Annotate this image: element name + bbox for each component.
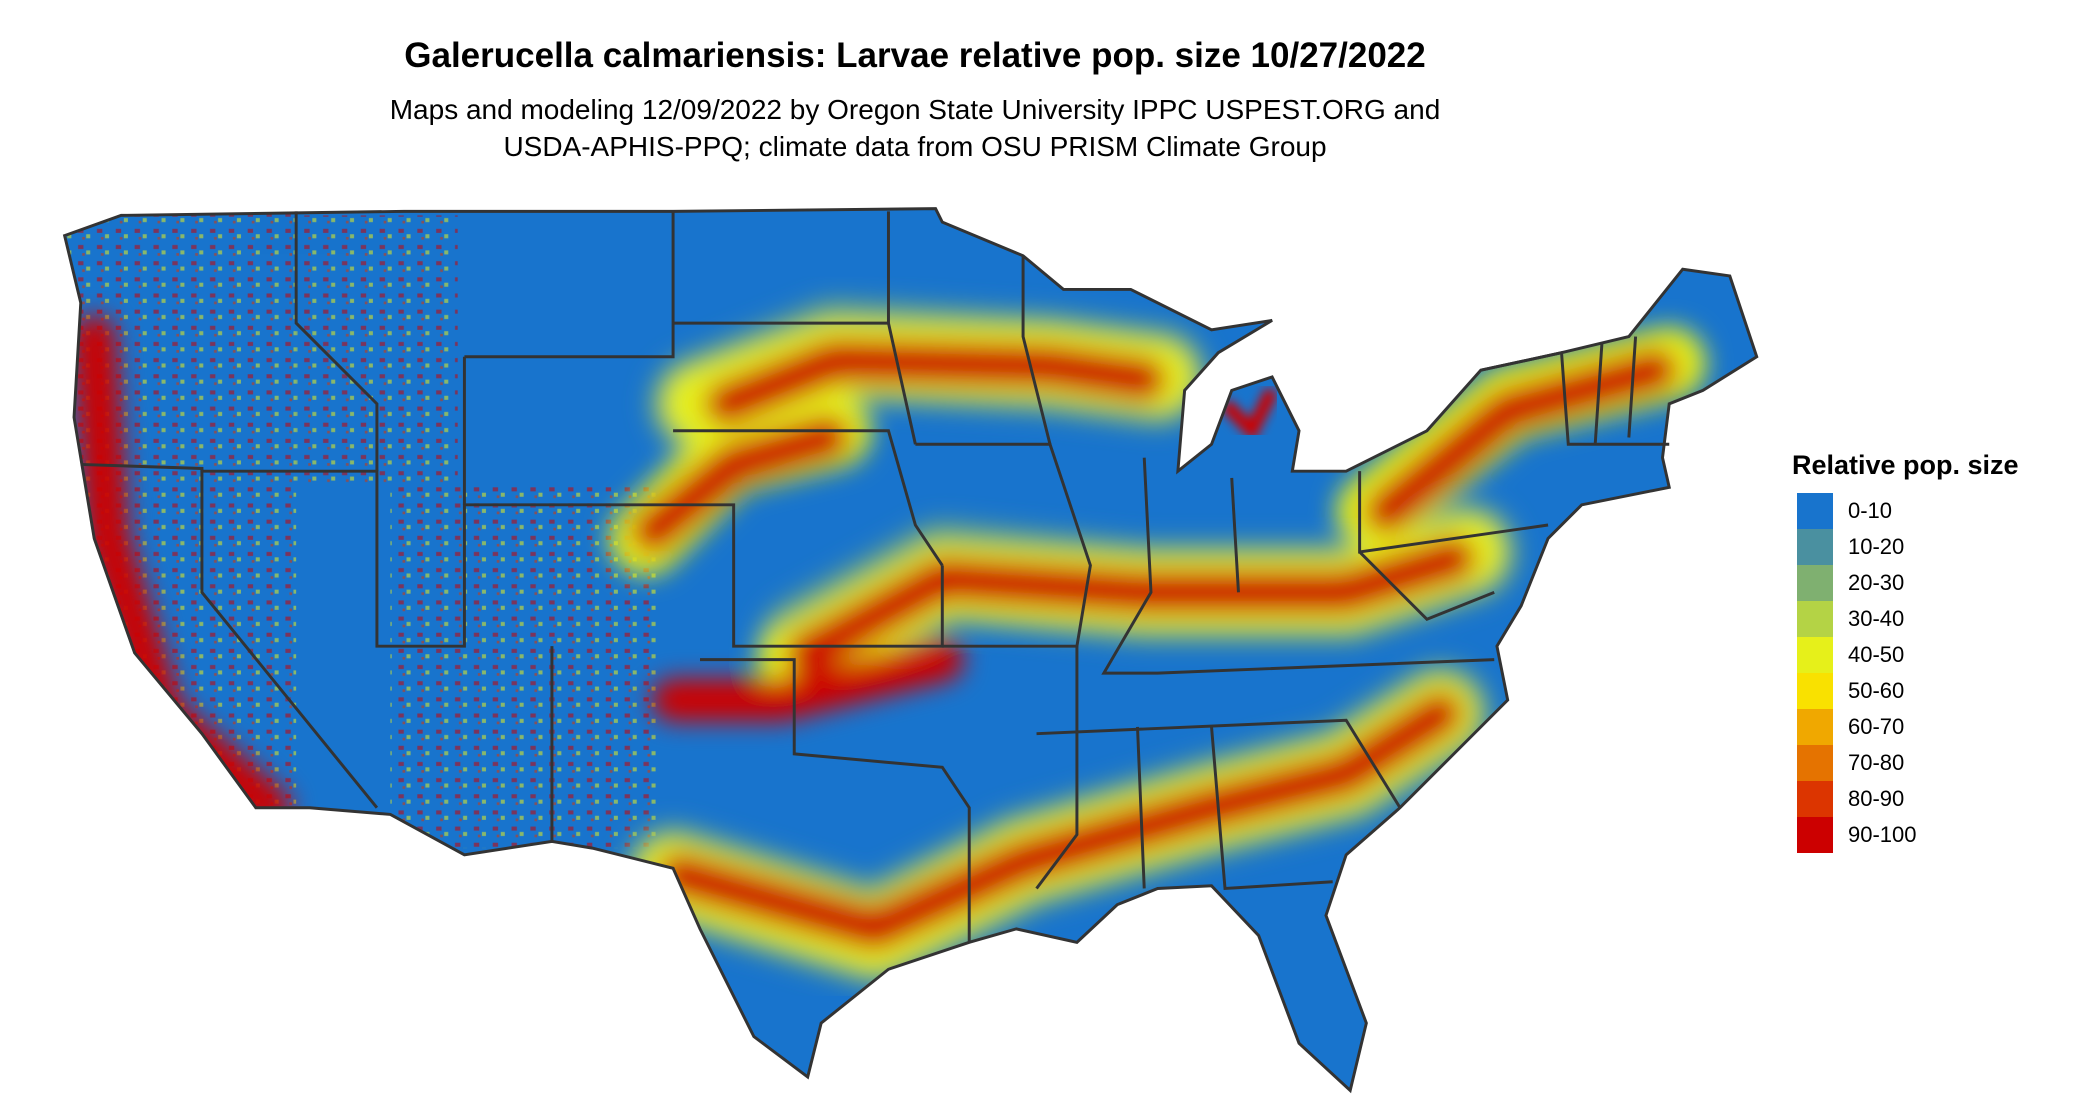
- legend-swatch: [1797, 781, 1833, 817]
- legend-label: 30-40: [1848, 606, 1905, 631]
- legend-item: 60-70: [1797, 709, 2019, 745]
- legend-label: 40-50: [1848, 642, 1905, 667]
- legend: Relative pop. size 0-10 10-20 20-30 30-40 40…: [1792, 450, 2019, 853]
- legend-label: 0-10: [1848, 498, 1893, 523]
- legend-item: 70-80: [1797, 745, 2019, 781]
- legend-swatch: [1797, 817, 1833, 853]
- map-subtitle-line-2: USDA-APHIS-PPQ; climate data from OSU PR…: [503, 131, 1327, 162]
- legend-label: 70-80: [1848, 750, 1905, 775]
- legend-label: 60-70: [1848, 714, 1905, 739]
- legend-item: 20-30: [1797, 565, 2019, 601]
- legend-item: 40-50: [1797, 637, 2019, 673]
- legend-item: 90-100: [1797, 817, 2019, 853]
- state-borders: [63, 207, 1759, 1092]
- legend-swatch: [1797, 565, 1833, 601]
- legend-swatch: [1797, 637, 1833, 673]
- legend-title: Relative pop. size: [1792, 450, 2019, 480]
- legend-item: 10-20: [1797, 529, 2019, 565]
- legend-swatch: [1797, 673, 1833, 709]
- legend-swatch: [1797, 709, 1833, 745]
- legend-label: 20-30: [1848, 570, 1905, 595]
- legend-label: 50-60: [1848, 678, 1905, 703]
- legend-label: 80-90: [1848, 786, 1905, 811]
- legend-swatch: [1797, 493, 1833, 529]
- legend-item: 30-40: [1797, 601, 2019, 637]
- legend-item: 0-10: [1797, 493, 2019, 529]
- legend-item: 80-90: [1797, 781, 2019, 817]
- legend-label: 90-100: [1848, 822, 1917, 847]
- map-subtitle-line-1: Maps and modeling 12/09/2022 by Oregon S…: [389, 94, 1441, 125]
- legend-item: 50-60: [1797, 673, 2019, 709]
- legend-swatch: [1797, 601, 1833, 637]
- legend-swatch: [1797, 745, 1833, 781]
- legend-swatch: [1797, 529, 1833, 565]
- map-title: Galerucella calmariensis: Larvae relativ…: [404, 36, 1426, 75]
- legend-label: 10-20: [1848, 534, 1905, 559]
